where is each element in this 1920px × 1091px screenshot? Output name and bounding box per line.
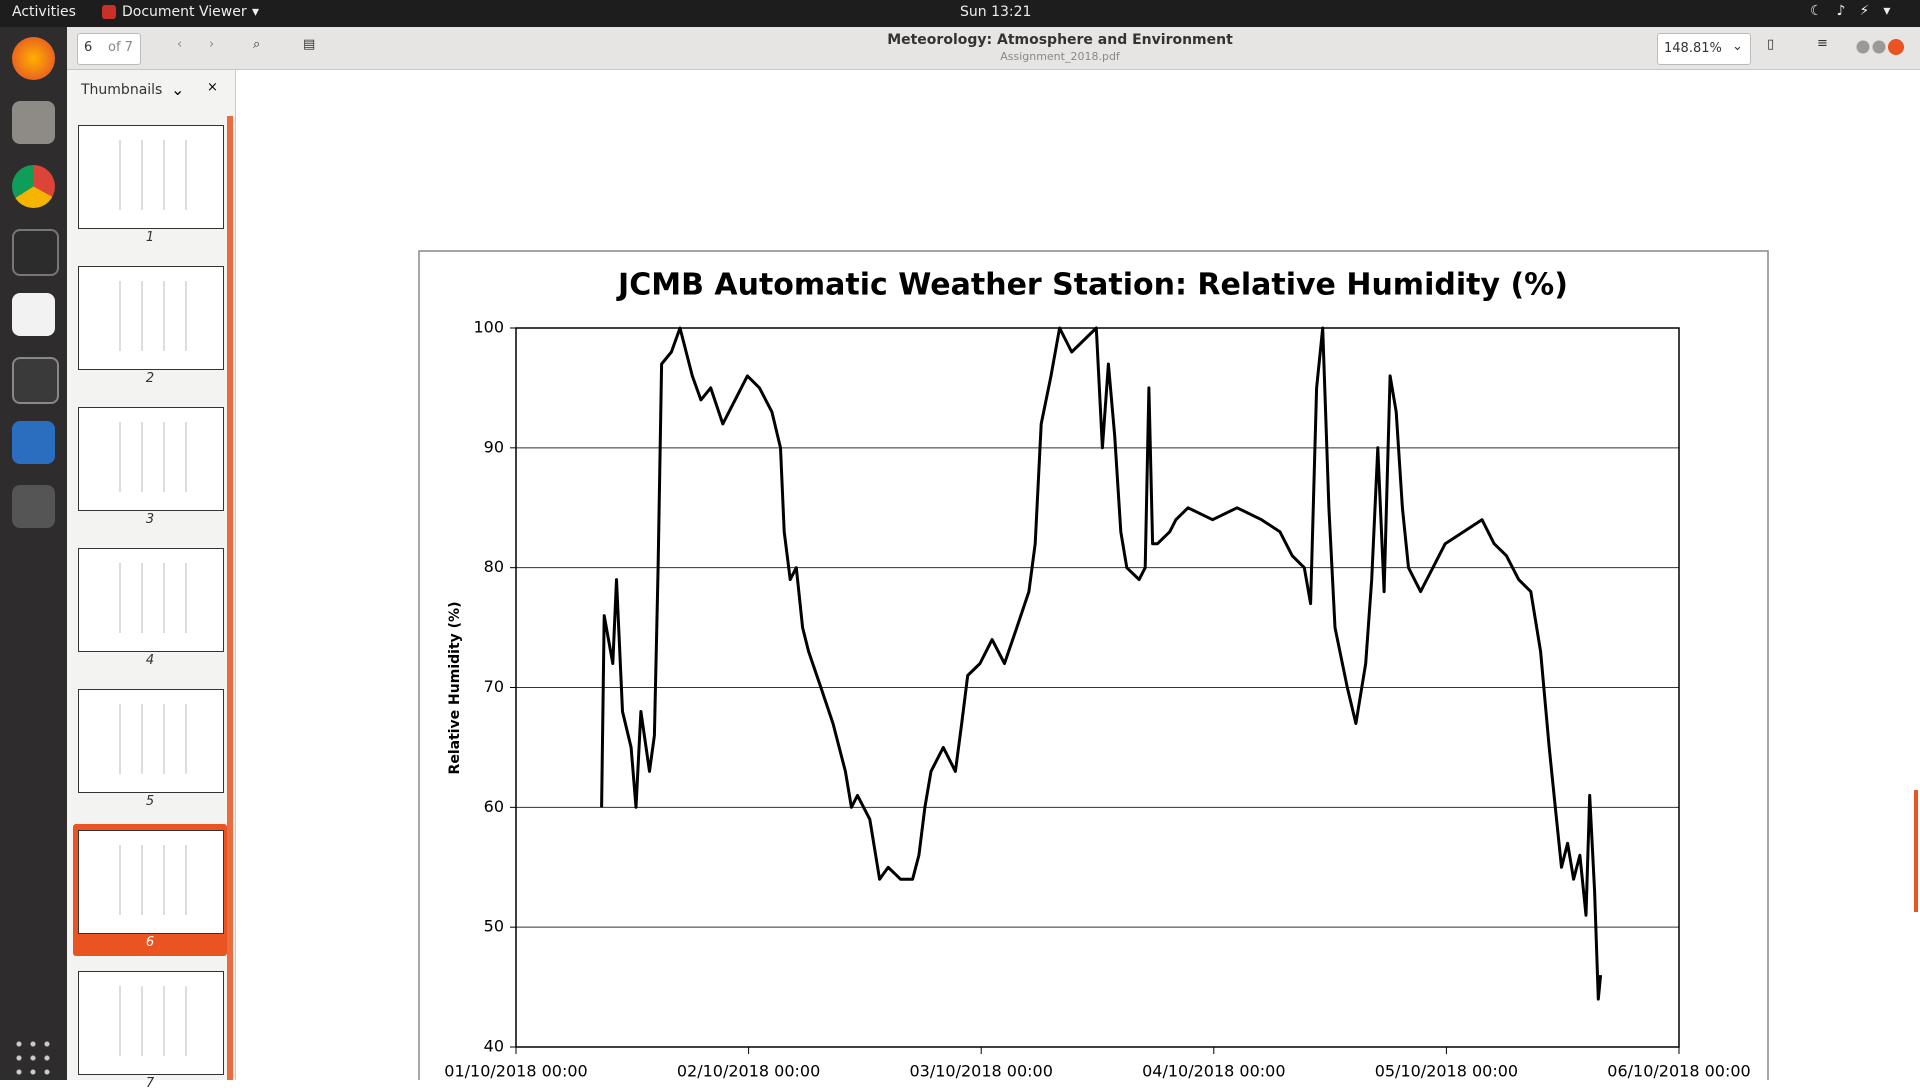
thumbnail[interactable] [78, 971, 224, 1075]
firefox[interactable] [12, 37, 55, 80]
clock[interactable]: Sun 13:21 [960, 4, 1032, 20]
writer[interactable] [12, 421, 55, 464]
chrome[interactable] [12, 165, 55, 208]
document-viewer[interactable] [12, 293, 55, 336]
view-button[interactable]: ▯ [1767, 37, 1775, 52]
page-entry[interactable]: 6 of 7 [77, 33, 141, 65]
sidebar-scrollbar[interactable] [227, 116, 233, 1080]
x-tick-label: 01/10/2018 00:00 [444, 1062, 587, 1081]
y-tick-label: 80 [484, 557, 504, 576]
status-icons[interactable]: ☾♪⚡▾ [1810, 3, 1905, 19]
video-editor[interactable] [12, 485, 55, 528]
thumbnail-label: 2 [145, 371, 155, 386]
thumbnail-label: 5 [145, 794, 155, 809]
doc-scrollbar[interactable] [1914, 790, 1918, 912]
close-button[interactable] [1888, 39, 1904, 55]
app-menu[interactable]: Document Viewer [122, 4, 247, 20]
files[interactable] [12, 101, 55, 144]
menu-button[interactable]: ≡ [1817, 36, 1828, 51]
thumbnail[interactable] [78, 689, 224, 793]
thumbnail-label: 3 [145, 512, 155, 527]
y-tick-label: 50 [484, 917, 504, 936]
sidebar-close[interactable]: × [207, 80, 218, 95]
y-tick-label: 70 [484, 677, 504, 696]
zoom: 148.81% [1664, 41, 1722, 56]
zoom-arrow: ⌄ [1732, 39, 1743, 54]
x-tick-label: 02/10/2018 00:00 [677, 1062, 820, 1081]
sidebar-dropdown[interactable]: ⌄ [171, 80, 185, 99]
y-tick-label: 90 [484, 437, 504, 456]
thumbnail[interactable] [78, 125, 224, 229]
dock [0, 27, 67, 1080]
thumbnail-label: 6 [145, 935, 155, 950]
x-tick-label: 05/10/2018 00:00 [1375, 1062, 1518, 1081]
thumbnail[interactable] [78, 407, 224, 511]
chart-title: JCMB Automatic Weather Station: Relative… [616, 268, 1568, 303]
sidebar-label[interactable]: Thumbnails [81, 82, 163, 98]
page-count: of 7 [108, 40, 133, 55]
prev-page[interactable]: ‹ [177, 37, 183, 52]
system-monitor[interactable] [12, 357, 59, 404]
app-icon [102, 5, 116, 19]
thumbnail[interactable] [78, 266, 224, 370]
page-number: 6 [84, 40, 93, 55]
search[interactable]: ⌕ [253, 37, 261, 52]
terminal[interactable] [12, 229, 59, 276]
app-menu-arrow: ▾ [252, 4, 260, 20]
top-bar: Activities Document Viewer ▾ Sun 13:21 ☾… [0, 0, 1920, 27]
annotations[interactable]: ▤ [303, 37, 316, 52]
file-name: Assignment_2018.pdf [1000, 50, 1120, 63]
y-tick-label: 40 [484, 1037, 504, 1056]
thumbnail[interactable] [78, 830, 224, 934]
x-tick-label: 06/10/2018 00:00 [1607, 1062, 1750, 1081]
x-tick-label: 03/10/2018 00:00 [909, 1062, 1052, 1081]
thumbnail-label: 4 [145, 653, 155, 668]
x-tick-label: 04/10/2018 00:00 [1142, 1062, 1285, 1081]
window-title: Meteorology: Atmosphere and Environment [887, 32, 1233, 48]
toolbar: 6 of 7 ‹ › ⌕ ▤ Meteorology: Atmosphere a… [67, 27, 1920, 70]
zoom-box[interactable]: 148.81% ⌄ [1657, 33, 1751, 65]
y-tick-label: 60 [484, 797, 504, 816]
thumbnail[interactable] [78, 548, 224, 652]
y-tick-label: 100 [473, 318, 504, 337]
activities[interactable]: Activities [12, 4, 76, 20]
humidity-line [600, 326, 1603, 1001]
thumbnail-label: 1 [145, 230, 155, 245]
y-axis-label: Relative Humidity (%) [447, 602, 463, 775]
next-page[interactable]: › [209, 37, 215, 52]
show-apps[interactable] [12, 1037, 55, 1080]
